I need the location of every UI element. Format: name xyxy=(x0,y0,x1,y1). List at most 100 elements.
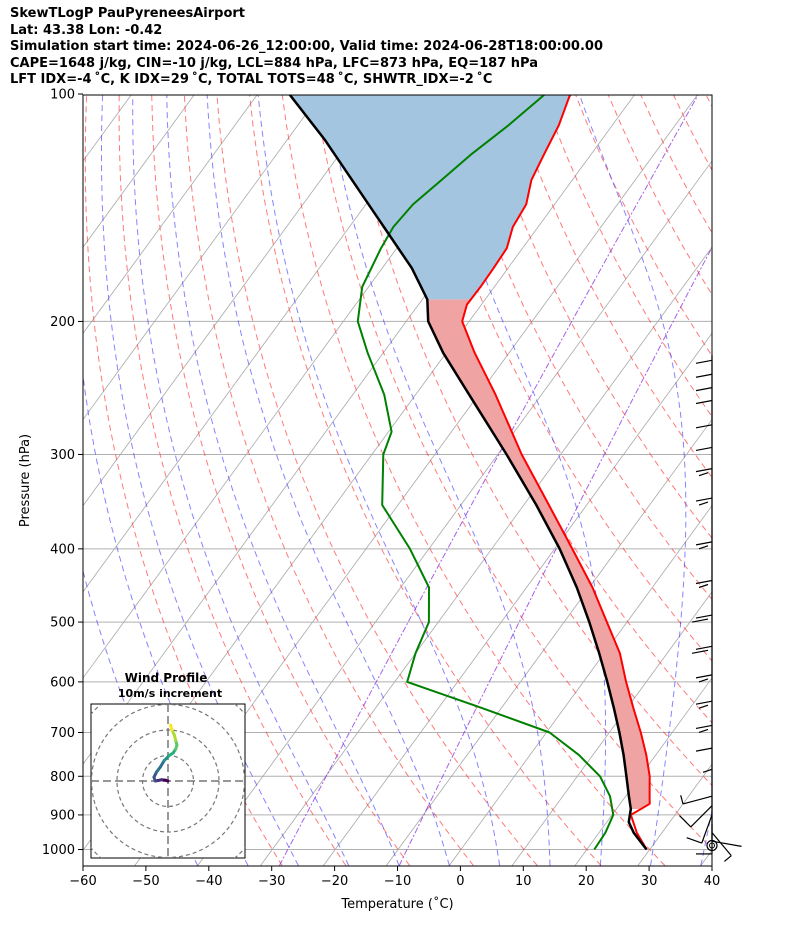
y-axis-label: Pressure (hPa) xyxy=(18,434,33,527)
hodograph-plot xyxy=(91,704,245,858)
moist-adiabat-line xyxy=(83,569,199,866)
dry-adiabat-line xyxy=(509,95,712,479)
wind-barbs xyxy=(679,355,742,862)
dry-adiabat-line xyxy=(281,95,666,866)
dry-adiabat-line xyxy=(575,95,712,357)
profile-lines xyxy=(288,95,651,851)
cin-area xyxy=(289,95,570,300)
y-tick-label: 300 xyxy=(50,448,75,463)
y-tick-label: 600 xyxy=(50,675,75,690)
moist-adiabat-line xyxy=(700,808,712,866)
cape-line: CAPE=1648 j/kg, CIN=-10 j/kg, LCL=884 hP… xyxy=(10,55,538,71)
moist-adiabat-line xyxy=(132,95,350,866)
wind-barb-flag xyxy=(698,728,709,734)
wind-barb-flag xyxy=(691,618,709,623)
isotherm-line xyxy=(197,160,712,866)
chart-header: SkewTLogP PauPyreneesAirport Lat: 43.38 … xyxy=(10,6,603,89)
dry-adiabat-line xyxy=(216,95,538,866)
wind-barb-flag xyxy=(695,373,713,378)
wind-barb-staff xyxy=(690,805,713,828)
x-tick-label: 30 xyxy=(641,874,658,889)
wind-barb-flag xyxy=(695,579,713,585)
y-tick-label: 700 xyxy=(50,726,75,741)
y-tick-label: 500 xyxy=(50,616,75,631)
dry-adiabat-line xyxy=(412,95,712,662)
wind-barb-flag xyxy=(695,424,713,429)
wind-barb-flag xyxy=(698,704,709,709)
index-line: LFT IDX=-4 ˚C, K IDX=29 ˚C, TOTAL TOTS=4… xyxy=(10,72,493,87)
temperature-line xyxy=(461,95,651,851)
wind-barb-flag xyxy=(679,815,692,828)
wind-barb-flag xyxy=(698,545,709,550)
x-tick-label: 0 xyxy=(456,874,464,889)
dry-adiabat-line xyxy=(771,94,794,866)
dry-adiabat-line xyxy=(151,95,411,866)
x-tick-label: −40 xyxy=(195,874,222,889)
isotherm-line xyxy=(637,763,712,866)
dry-adiabat-line xyxy=(542,95,712,418)
dry-adiabat-line xyxy=(84,95,283,866)
dry-adiabat-line xyxy=(183,95,474,866)
isotherm-line xyxy=(323,332,712,866)
x-tick-label: −20 xyxy=(321,874,348,889)
y-tick-label: 200 xyxy=(50,315,75,330)
wind-barb-flag xyxy=(695,645,713,650)
x-tick-label: −10 xyxy=(384,874,411,889)
dry-adiabat-line xyxy=(738,94,794,866)
wind-barb-flag xyxy=(691,649,709,654)
isotherm-line xyxy=(0,94,69,866)
wind-barb-flag xyxy=(695,700,713,705)
x-tick-label: 40 xyxy=(704,874,721,889)
moist-adiabat-line xyxy=(206,95,450,866)
wind-barb-staff xyxy=(711,832,732,857)
isotherm-line xyxy=(260,246,712,866)
wind-barb-flag xyxy=(698,501,709,506)
isotherm-line xyxy=(700,849,712,866)
y-tick-label: 800 xyxy=(50,770,75,785)
chart-axes: −60 −50 −40 −30 −20 −10 0 10 20 30 40 100 200 300 400 5… xyxy=(18,88,720,913)
y-tick-label: 100 xyxy=(50,88,75,103)
wind-barb-flag xyxy=(698,472,709,477)
wind-barb-flag xyxy=(686,837,702,844)
moist-adiabat-line xyxy=(257,95,501,866)
dry-adiabat-line xyxy=(640,95,712,234)
x-tick-label: 20 xyxy=(578,874,595,889)
x-tick-label: −60 xyxy=(69,874,96,889)
station-title: SkewTLogP PauPyreneesAirport xyxy=(10,6,246,21)
isotherm-line xyxy=(83,95,258,335)
y-tick-label: 400 xyxy=(50,542,75,557)
mixing-ratio-line xyxy=(398,246,712,866)
isotherm-line xyxy=(574,677,712,866)
hodograph-inset: Wind Profile 10m/s increment xyxy=(90,671,246,859)
wind-barb-flag xyxy=(724,855,732,862)
x-axis-label: Temperature (˚C) xyxy=(340,896,453,912)
wind-barb-flag xyxy=(695,614,713,619)
y-tick-label: 1000 xyxy=(42,843,75,858)
dry-adiabat-line xyxy=(314,95,712,850)
dry-adiabat-line xyxy=(477,95,712,539)
wind-barb-flag xyxy=(695,541,713,546)
hodograph-subtitle: 10m/s increment xyxy=(118,687,222,700)
dry-adiabat-line xyxy=(118,95,347,866)
time-line: Simulation start time: 2024-06-26_12:00:… xyxy=(10,39,603,54)
wind-barb-flag xyxy=(695,446,713,452)
isotherm-line xyxy=(0,94,6,866)
parcel-line xyxy=(288,95,648,851)
isotherm-line xyxy=(764,94,794,866)
dry-adiabat-line xyxy=(672,95,712,172)
wind-barb-flag xyxy=(695,674,713,679)
wind-barb-flag xyxy=(695,387,713,392)
dewpoint-line xyxy=(356,95,615,851)
wind-barb-flag xyxy=(695,724,713,730)
isotherm-line xyxy=(83,95,321,421)
x-tick-label: 10 xyxy=(515,874,532,889)
cape-cin-fill xyxy=(289,95,650,809)
wind-barb-flag xyxy=(695,468,713,473)
wind-barb-flag xyxy=(695,497,713,502)
y-tick-label: 900 xyxy=(50,808,75,823)
wind-barb-flag xyxy=(698,678,709,683)
chart-grid xyxy=(0,94,794,866)
cape-area xyxy=(427,299,650,809)
moist-adiabat-line xyxy=(326,95,551,866)
wind-barb-flag xyxy=(702,768,713,773)
